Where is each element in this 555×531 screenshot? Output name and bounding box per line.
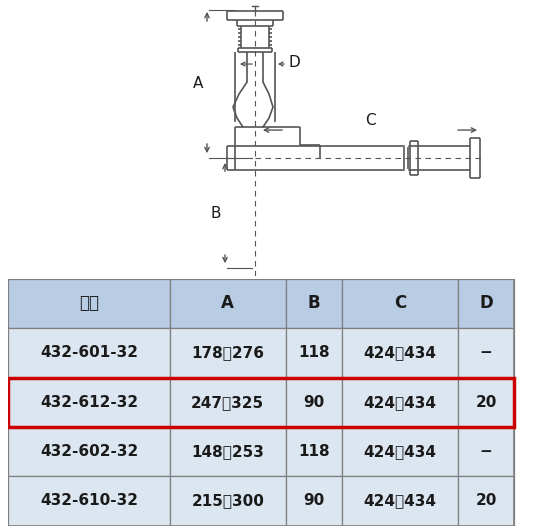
Text: 20: 20 xyxy=(476,395,497,410)
Bar xyxy=(286,427,342,476)
Bar xyxy=(342,279,458,328)
Bar xyxy=(286,279,342,328)
Bar xyxy=(170,476,286,526)
Bar xyxy=(458,279,514,328)
Text: 424～434: 424～434 xyxy=(364,345,436,361)
Text: C: C xyxy=(365,113,375,127)
Bar xyxy=(458,427,514,476)
Bar xyxy=(342,328,458,378)
Bar xyxy=(8,427,170,476)
Text: 品番: 品番 xyxy=(79,295,99,312)
Bar xyxy=(342,476,458,526)
Bar xyxy=(286,378,342,427)
Text: D: D xyxy=(289,55,301,70)
Text: −: − xyxy=(480,444,492,459)
Text: 432-602-32: 432-602-32 xyxy=(40,444,138,459)
Bar xyxy=(342,378,458,427)
Bar xyxy=(170,378,286,427)
Bar xyxy=(170,427,286,476)
Text: 118: 118 xyxy=(298,345,330,361)
Bar xyxy=(458,476,514,526)
Text: B: B xyxy=(307,295,320,312)
Text: A: A xyxy=(221,295,234,312)
Text: 178～276: 178～276 xyxy=(191,345,264,361)
Text: A: A xyxy=(193,76,203,91)
Text: 424～434: 424～434 xyxy=(364,395,436,410)
Text: D: D xyxy=(479,295,493,312)
Bar xyxy=(458,328,514,378)
Bar xyxy=(8,378,514,427)
Text: 148～253: 148～253 xyxy=(191,444,264,459)
Text: 20: 20 xyxy=(476,493,497,509)
Bar xyxy=(8,328,170,378)
Text: B: B xyxy=(211,205,221,220)
Text: 90: 90 xyxy=(303,395,325,410)
Text: 424～434: 424～434 xyxy=(364,444,436,459)
Text: 432-610-32: 432-610-32 xyxy=(40,493,138,509)
Text: 215～300: 215～300 xyxy=(191,493,264,509)
Text: 424～434: 424～434 xyxy=(364,493,436,509)
Text: 118: 118 xyxy=(298,444,330,459)
Text: 432-601-32: 432-601-32 xyxy=(40,345,138,361)
Bar xyxy=(8,476,170,526)
Bar xyxy=(170,328,286,378)
Bar xyxy=(286,476,342,526)
Text: −: − xyxy=(480,345,492,361)
Bar xyxy=(286,328,342,378)
Bar xyxy=(8,279,170,328)
Text: 90: 90 xyxy=(303,493,325,509)
Text: 432-612-32: 432-612-32 xyxy=(40,395,138,410)
Text: 247～325: 247～325 xyxy=(191,395,264,410)
Text: C: C xyxy=(394,295,406,312)
Bar xyxy=(458,378,514,427)
Bar xyxy=(342,427,458,476)
Bar xyxy=(8,378,170,427)
Bar xyxy=(170,279,286,328)
